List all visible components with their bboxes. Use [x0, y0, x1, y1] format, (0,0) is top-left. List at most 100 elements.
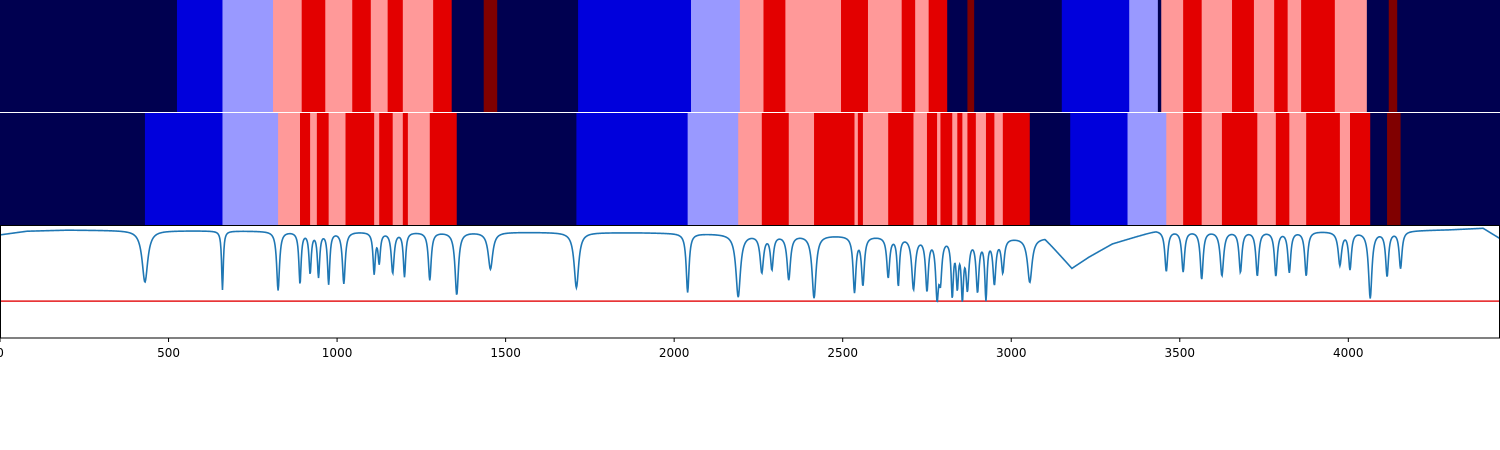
heatmap-cell — [497, 0, 579, 112]
heatmap-cell — [392, 113, 404, 225]
heatmap-cell — [985, 113, 995, 225]
heatmap-cell — [940, 113, 953, 225]
heatmap-cell — [301, 0, 326, 112]
x-tick-label: 500 — [157, 346, 180, 360]
heatmap-cell — [433, 0, 453, 112]
line-plot-background — [0, 226, 1500, 338]
heatmap-cell — [867, 0, 903, 112]
heatmap-cell — [857, 113, 864, 225]
heatmap-cell — [854, 113, 859, 225]
heatmap-cell — [222, 113, 279, 225]
x-tick-label: 1500 — [490, 346, 521, 360]
heatmap-cell — [814, 113, 855, 225]
heatmap-cell — [761, 113, 790, 225]
heatmap-cell — [738, 113, 763, 225]
heatmap-cell — [1287, 0, 1302, 112]
x-tick-label: 1000 — [322, 346, 353, 360]
heatmap-cell — [975, 113, 987, 225]
heatmap-cell — [1339, 113, 1351, 225]
heatmap-cell — [913, 113, 928, 225]
heatmap-cell — [451, 0, 485, 112]
heatmap-cell — [888, 113, 914, 225]
heatmap-cell — [1257, 113, 1277, 225]
heatmap-cell — [1275, 113, 1290, 225]
heatmap-cell — [1183, 113, 1203, 225]
heatmap-cell — [578, 0, 692, 112]
heatmap-cell — [1350, 113, 1371, 225]
heatmap-cell — [1306, 113, 1341, 225]
heatmap-cell — [928, 0, 948, 112]
heatmap-cell — [841, 0, 869, 112]
heatmap-cell — [576, 113, 689, 225]
heatmap-cell — [1221, 113, 1258, 225]
heatmap-cell — [901, 0, 916, 112]
heatmap-cell — [1161, 0, 1184, 112]
heatmap-cell — [994, 113, 1004, 225]
heatmap-cell — [957, 113, 963, 225]
heatmap-cell — [0, 113, 146, 225]
heatmap-cell — [1400, 113, 1500, 225]
heatmap-cell — [456, 113, 577, 225]
x-axis: 0 500 1000 1500 2000 2500 3000 3500 4000 — [0, 338, 1364, 360]
heatmap-cell — [483, 0, 498, 112]
heatmap-cell — [974, 0, 1063, 112]
heatmap-cell — [1366, 0, 1390, 112]
heatmap-cell — [739, 0, 764, 112]
heatmap-cell — [1002, 113, 1031, 225]
heatmap-cell — [144, 113, 223, 225]
heatmap-cell — [937, 113, 941, 225]
heatmap-cell — [862, 113, 889, 225]
x-tick-label: 4000 — [1333, 346, 1364, 360]
heatmap-cell — [402, 113, 409, 225]
heatmap-cell — [1183, 0, 1203, 112]
heatmap-cell — [785, 0, 842, 112]
heatmap-cell — [1334, 0, 1368, 112]
heatmap-cell — [1289, 113, 1307, 225]
heatmap-cell — [947, 0, 968, 112]
heatmap-cell — [379, 113, 394, 225]
heatmap-cell — [1061, 0, 1130, 112]
heatmap-cell — [1070, 113, 1128, 225]
heatmap-cell — [763, 0, 786, 112]
x-tick-label: 2000 — [659, 346, 690, 360]
heatmap-cell — [967, 113, 977, 225]
heatmap-bottom-panel — [0, 113, 1500, 225]
heatmap-cell — [926, 113, 938, 225]
heatmap-cell — [962, 113, 968, 225]
heatmap-cell — [1201, 113, 1223, 225]
heatmap-cell — [328, 113, 346, 225]
heatmap-cell — [325, 0, 353, 112]
heatmap-cell — [316, 113, 330, 225]
heatmap-cell — [1388, 0, 1398, 112]
heatmap-cell — [1274, 0, 1289, 112]
heatmap-cell — [1127, 113, 1167, 225]
heatmap-cell — [1129, 0, 1159, 112]
x-tick-label: 2500 — [827, 346, 858, 360]
heatmap-cell — [370, 0, 389, 112]
heatmap-cell — [300, 113, 311, 225]
heatmap-cell — [788, 113, 815, 225]
heatmap-cell — [1387, 113, 1401, 225]
x-tick-label: 3500 — [1165, 346, 1196, 360]
heatmap-cell — [1201, 0, 1233, 112]
heatmap-cell — [967, 0, 975, 112]
heatmap-cell — [345, 113, 375, 225]
heatmap-cell — [402, 0, 434, 112]
heatmap-cell — [374, 113, 380, 225]
heatmap-cell — [176, 0, 223, 112]
heatmap-cell — [1397, 0, 1500, 112]
heatmap-cell — [1301, 0, 1336, 112]
heatmap-cell — [952, 113, 958, 225]
heatmap-cell — [429, 113, 458, 225]
heatmap-top-panel — [0, 0, 1500, 112]
heatmap-cell — [407, 113, 431, 225]
series-line — [0, 227, 1500, 303]
heatmap-cell — [273, 0, 303, 112]
heatmap-cell — [1253, 0, 1275, 112]
heatmap-cell — [1029, 113, 1071, 225]
x-tick-label: 0 — [0, 346, 4, 360]
heatmap-cell — [691, 0, 741, 112]
heatmap-cell — [915, 0, 930, 112]
heatmap-cell — [222, 0, 274, 112]
